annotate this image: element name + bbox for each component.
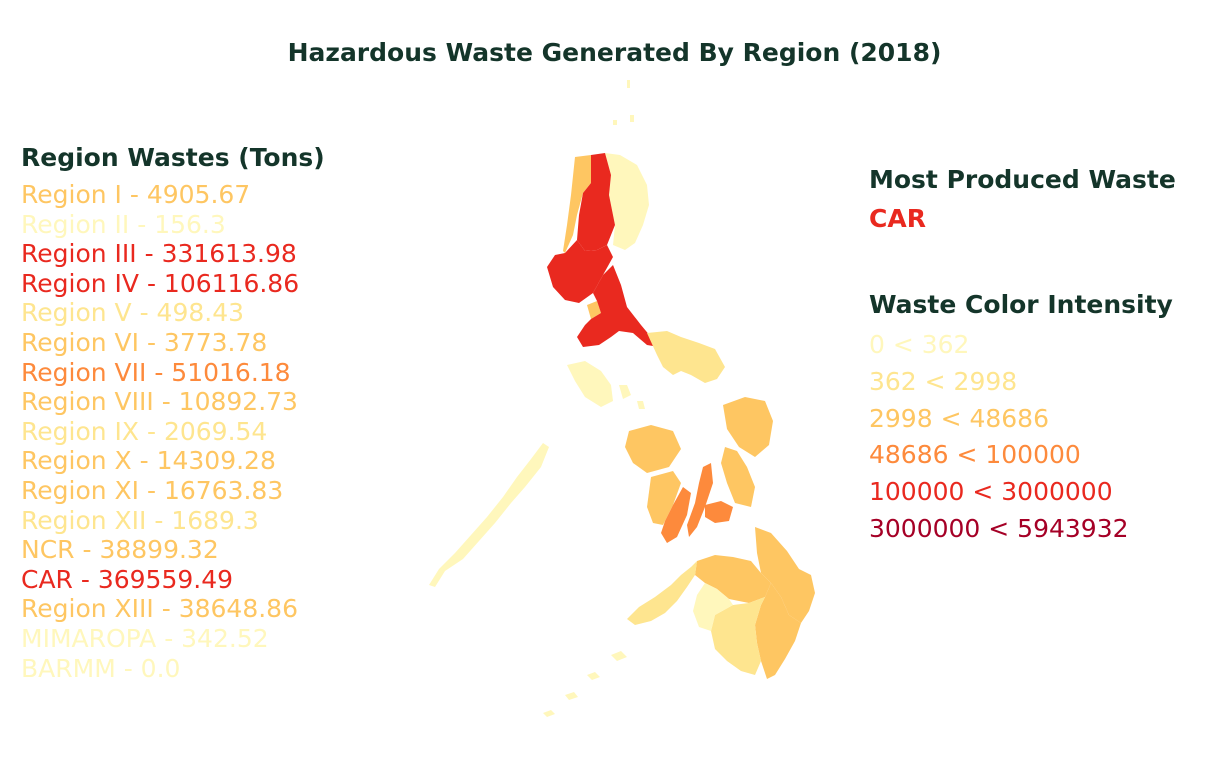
region-davao bbox=[755, 583, 801, 679]
region-central-visayas-cebu bbox=[687, 463, 713, 537]
region-waste-item: Region II - 156.3 bbox=[21, 209, 226, 239]
region-western-visayas-panay bbox=[625, 425, 681, 473]
region-eastern-visayas-samar bbox=[723, 397, 773, 457]
intensity-legend-item: 0 < 362 bbox=[869, 330, 970, 359]
region-northern-mindanao bbox=[695, 555, 771, 603]
intensity-legend-panel: Waste Color Intensity 0 < 362 362 < 2998 2… bbox=[869, 290, 1229, 548]
region-bicol bbox=[647, 331, 725, 383]
intensity-legend-item: 3000000 < 5943932 bbox=[869, 513, 1129, 543]
region-waste-item: MIMAROPA - 342.52 bbox=[21, 623, 269, 653]
region-central-visayas-negros-oriental bbox=[661, 487, 691, 543]
intensity-legend-heading: Waste Color Intensity bbox=[869, 290, 1173, 319]
intensity-legend-item: 362 < 2998 bbox=[869, 366, 1018, 396]
region-waste-item: Region XI - 16763.83 bbox=[21, 475, 284, 505]
region-waste-item: Region VIII - 10892.73 bbox=[21, 387, 298, 417]
region-cagayan bbox=[605, 153, 649, 250]
region-caraga bbox=[755, 527, 815, 623]
region-soccsksargen bbox=[711, 597, 765, 675]
region-waste-item: Region XII - 1689.3 bbox=[21, 505, 259, 535]
region-calabarzon bbox=[577, 265, 659, 347]
philippines-choropleth-map bbox=[429, 80, 815, 717]
region-waste-item: CAR - 369559.49 bbox=[21, 564, 234, 594]
region-waste-item: Region IV - 106116.86 bbox=[21, 268, 300, 298]
intensity-legend-item: 2998 < 48686 bbox=[869, 403, 1049, 433]
region-central-luzon bbox=[547, 240, 613, 303]
region-wastes-list: Region I - 4905.67 Region II - 156.3 Regio… bbox=[21, 180, 421, 683]
region-waste-item: Region VI - 3773.78 bbox=[21, 327, 268, 357]
most-produced-heading: Most Produced Waste bbox=[869, 165, 1176, 194]
region-waste-item: Region VII - 51016.18 bbox=[21, 357, 291, 387]
most-produced-value: CAR bbox=[869, 204, 926, 233]
intensity-legend-item: 100000 < 3000000 bbox=[869, 477, 1113, 507]
region-waste-item: BARMM - 0.0 bbox=[21, 653, 181, 683]
region-wastes-panel: Region Wastes (Tons) Region I - 4905.67 R… bbox=[21, 143, 421, 683]
region-central-visayas-bohol bbox=[705, 501, 733, 523]
region-car bbox=[577, 153, 615, 251]
region-zamboanga bbox=[627, 561, 697, 625]
region-barmm-sulu bbox=[543, 651, 627, 717]
region-waste-item: Region V - 498.43 bbox=[21, 298, 245, 328]
region-waste-item: NCR - 38899.32 bbox=[21, 535, 219, 565]
intensity-legend-list: 0 < 362 362 < 2998 2998 < 48686 48686 < 100… bbox=[869, 327, 1229, 548]
region-wastes-heading: Region Wastes (Tons) bbox=[21, 143, 325, 172]
region-waste-item: Region I - 4905.67 bbox=[21, 180, 251, 209]
region-ilocos bbox=[563, 155, 591, 253]
region-eastern-visayas-leyte bbox=[721, 447, 755, 507]
map-title: Hazardous Waste Generated By Region (201… bbox=[287, 38, 942, 67]
region-western-visayas-negros bbox=[647, 471, 681, 525]
region-mimaropa-palawan bbox=[429, 443, 549, 587]
region-barmm-mainland bbox=[693, 583, 733, 631]
batanes-islets bbox=[613, 80, 634, 125]
region-waste-item: Region XIII - 38648.86 bbox=[21, 594, 298, 624]
region-mimaropa-romblon bbox=[619, 385, 645, 409]
region-waste-item: Region IX - 2069.54 bbox=[21, 416, 268, 446]
most-produced-panel: Most Produced Waste CAR bbox=[869, 165, 1229, 236]
intensity-legend-item: 48686 < 100000 bbox=[869, 440, 1081, 470]
region-ncr bbox=[587, 301, 601, 319]
region-mimaropa-mindoro bbox=[567, 361, 613, 407]
region-waste-item: Region X - 14309.28 bbox=[21, 446, 276, 476]
region-waste-item: Region III - 331613.98 bbox=[21, 239, 297, 269]
